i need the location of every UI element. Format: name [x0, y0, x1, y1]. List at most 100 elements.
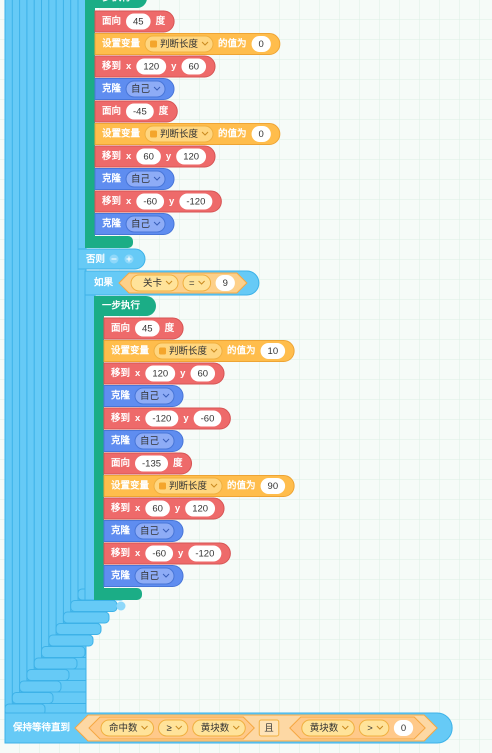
if-block: 如果 关卡 = 9: [84, 270, 260, 296]
dropdown-arrow: [162, 528, 170, 533]
block-label: 的值为: [218, 128, 247, 140]
block-label: 移到: [102, 150, 121, 162]
menu-dropdown: [125, 215, 166, 233]
input-value: 60: [143, 152, 154, 163]
dropdown-arrow: [141, 725, 148, 730]
code-block: 克隆 自己: [103, 520, 184, 542]
operator-dropdown: [182, 274, 212, 292]
code-block: 移到 x 120 y 60: [94, 55, 216, 78]
block-label: x: [135, 548, 141, 559]
variable-icon: [159, 347, 167, 355]
stack-footer: [94, 588, 142, 600]
variable-dropdown: [144, 35, 214, 53]
number-input: [179, 193, 213, 210]
variable-icon: [150, 40, 158, 48]
number-input: [126, 103, 154, 120]
dropdown-arrow: [198, 280, 205, 285]
input-value: 45: [133, 17, 144, 28]
number-input: [260, 343, 286, 359]
block-label: 的值为: [218, 38, 247, 50]
block-label: 移到: [111, 502, 130, 514]
code-block: 克隆 自己: [103, 565, 184, 587]
dropdown-arrow: [210, 348, 218, 353]
wait-label: 保持等待直到: [12, 722, 70, 734]
variable-name: 判断长度: [169, 345, 208, 357]
menu-value: 自己: [131, 173, 151, 185]
plus-icon: [126, 256, 132, 262]
sensor-dropdown: [192, 719, 246, 737]
wait-until-block: 保持等待直到 命中数 ≥ 黄块数 且 黄块数 >0: [4, 712, 453, 744]
input-value: 10: [268, 346, 279, 357]
block-label: 克隆: [111, 525, 131, 537]
joiner-box: [258, 719, 280, 737]
input-value: 0: [259, 129, 264, 140]
code-block: 移到 x 60 y 120: [94, 145, 216, 168]
input-value: 45: [142, 324, 153, 335]
menu-dropdown: [134, 522, 175, 540]
stack-header-label: 一步执行: [93, 0, 132, 4]
sensor-name: 命中数: [109, 722, 138, 734]
block-label: y: [175, 503, 181, 514]
block-label: 设置变量: [111, 480, 150, 492]
block-label: 度: [156, 15, 166, 27]
c-block-foot: [19, 680, 62, 693]
variable-icon: [150, 130, 158, 138]
dropdown-arrow: [153, 176, 161, 181]
block-label: x: [126, 151, 132, 162]
code-block: 移到 x 120 y 60: [103, 362, 225, 385]
block-label: 移到: [102, 195, 121, 207]
dropdown-arrow: [162, 438, 170, 443]
c-block-foot: [70, 600, 118, 612]
code-block: 移到 x -120 y -60: [103, 407, 231, 430]
number-input: [260, 478, 286, 494]
block-label: 设置变量: [111, 345, 150, 357]
input-value: 120: [143, 62, 159, 73]
dropdown-arrow: [201, 41, 209, 46]
block-label: 移到: [111, 412, 130, 424]
number-input: [193, 410, 222, 427]
operator: ≥: [167, 723, 172, 734]
number-input: [135, 320, 160, 337]
number-input: [181, 58, 207, 75]
menu-value: 自己: [140, 570, 160, 582]
block-label: 的值为: [227, 345, 256, 357]
block-label: y: [166, 151, 172, 162]
dropdown-arrow: [175, 725, 183, 730]
block-label: 克隆: [111, 390, 131, 402]
c-block-foot: [11, 692, 54, 704]
block-label: 克隆: [102, 83, 122, 95]
number-input: [145, 500, 170, 517]
code-block: 克隆 自己: [94, 168, 175, 190]
input-value: -135: [142, 459, 161, 470]
stack-bar: [85, 0, 95, 248]
add-branch-button[interactable]: [116, 601, 126, 611]
menu-value: 自己: [131, 218, 151, 230]
input-value: 120: [192, 504, 208, 515]
variable-name: 判断长度: [169, 480, 208, 492]
code-block: 设置变量 判断长度 的值为 10: [103, 340, 295, 362]
c-block-foot: [55, 623, 102, 635]
input-value: -120: [195, 549, 214, 560]
block-label: 移到: [102, 60, 121, 72]
input-value: 120: [183, 152, 199, 163]
sensor-dropdown: [100, 719, 155, 737]
block-label: 移到: [111, 547, 130, 559]
block-label: 的值为: [227, 480, 256, 492]
code-block: 克隆 自己: [94, 213, 175, 235]
input-value: -120: [152, 414, 171, 425]
variable-icon: [159, 482, 167, 490]
c-block-foot: [33, 657, 78, 670]
input-value: 60: [152, 504, 163, 515]
dropdown-arrow: [165, 280, 173, 285]
code-block: 克隆 自己: [103, 385, 184, 407]
block-label: 设置变量: [102, 128, 141, 140]
dropdown-arrow: [153, 221, 161, 226]
input-value: 120: [152, 369, 168, 380]
menu-value: 自己: [140, 435, 160, 447]
sensor-name: 黄块数: [310, 722, 339, 734]
c-block-foot: [62, 611, 110, 624]
menu-dropdown: [125, 170, 166, 188]
c-block-foot: [26, 669, 70, 681]
code-block: 移到 x -60 y -120: [103, 542, 231, 565]
